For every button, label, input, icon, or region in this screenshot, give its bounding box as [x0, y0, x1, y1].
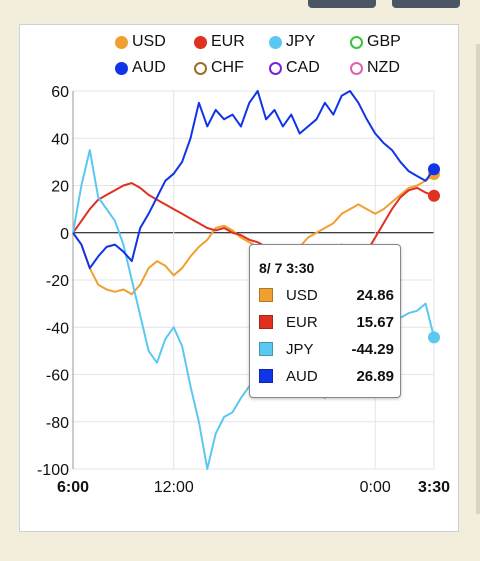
legend-label: JPY — [286, 33, 316, 50]
tooltip-series-name: JPY — [286, 341, 314, 358]
x-tick-label: 0:00 — [360, 479, 391, 496]
chart-legend: USD EUR JPY GBP AUD CHF CAD NZD — [20, 25, 460, 85]
tooltip-series-value: 15.67 — [356, 314, 394, 331]
legend-label: AUD — [132, 59, 166, 76]
legend-item-chf[interactable]: CHF — [194, 59, 244, 77]
legend-label: CAD — [286, 59, 320, 76]
tooltip-swatch — [259, 315, 273, 329]
y-tick-label: -20 — [46, 273, 69, 290]
tooltip-row-jpy: JPY -44.29 — [259, 341, 394, 358]
y-tick-label: 20 — [51, 179, 69, 196]
series-line-eur — [72, 182, 435, 272]
legend-item-nzd[interactable]: NZD — [350, 59, 400, 77]
tooltip-title: 8/ 7 3:30 — [259, 260, 315, 276]
series-end-point-jpy — [428, 331, 440, 344]
legend-label: GBP — [367, 33, 401, 50]
top-button-right[interactable] — [392, 0, 460, 8]
y-tick-label: 40 — [51, 131, 69, 148]
legend-label: NZD — [367, 59, 400, 76]
tooltip-series-name: USD — [286, 287, 318, 304]
tooltip-swatch — [259, 369, 273, 383]
tooltip-swatch — [259, 288, 273, 302]
scrollbar[interactable] — [476, 44, 480, 514]
y-tick-label: -40 — [46, 320, 69, 337]
legend-marker-icon — [350, 35, 363, 49]
y-tick-label: 0 — [60, 226, 69, 243]
legend-label: USD — [132, 33, 166, 50]
legend-item-jpy[interactable]: JPY — [269, 33, 315, 51]
chart-tooltip: 8/ 7 3:30 USD 24.86 EUR 15.67 JPY -44.29 AUD 26… — [249, 244, 401, 398]
tooltip-series-value: 24.86 — [356, 287, 394, 304]
y-tick-label: 60 — [51, 84, 69, 101]
legend-item-gbp[interactable]: GBP — [350, 33, 401, 51]
x-tick-label: 3:30 — [418, 479, 450, 496]
series-line-aud — [72, 90, 435, 270]
x-tick-label: 6:00 — [57, 479, 89, 496]
chart-card: USD EUR JPY GBP AUD CHF CAD NZD 60 40 20 0 -20 -40 -6… — [19, 24, 459, 532]
tooltip-row-eur: EUR 15.67 — [259, 314, 394, 331]
tooltip-series-name: EUR — [286, 314, 318, 331]
tooltip-row-aud: AUD 26.89 — [259, 368, 394, 385]
legend-marker-icon — [350, 61, 363, 75]
top-button-left[interactable] — [308, 0, 376, 8]
legend-item-cad[interactable]: CAD — [269, 59, 320, 77]
tooltip-swatch — [259, 342, 273, 356]
legend-item-eur[interactable]: EUR — [194, 33, 245, 51]
legend-item-usd[interactable]: USD — [115, 33, 166, 51]
legend-label: EUR — [211, 33, 245, 50]
series-end-point-aud — [428, 163, 440, 176]
legend-marker-icon — [115, 61, 128, 75]
series-end-point-eur — [428, 189, 440, 202]
legend-marker-icon — [115, 35, 128, 49]
y-tick-label: -80 — [46, 415, 69, 432]
y-tick-label: -60 — [46, 368, 69, 385]
legend-marker-icon — [269, 61, 282, 75]
tooltip-series-value: -44.29 — [351, 341, 394, 358]
legend-item-aud[interactable]: AUD — [115, 59, 166, 77]
tooltip-row-usd: USD 24.86 — [259, 287, 394, 304]
legend-marker-icon — [194, 61, 207, 75]
tooltip-series-value: 26.89 — [356, 368, 394, 385]
tooltip-series-name: AUD — [286, 368, 318, 385]
legend-marker-icon — [194, 35, 207, 49]
y-tick-label: -100 — [37, 462, 69, 479]
x-tick-label: 12:00 — [154, 479, 194, 496]
legend-label: CHF — [211, 59, 244, 76]
legend-marker-icon — [269, 35, 282, 49]
